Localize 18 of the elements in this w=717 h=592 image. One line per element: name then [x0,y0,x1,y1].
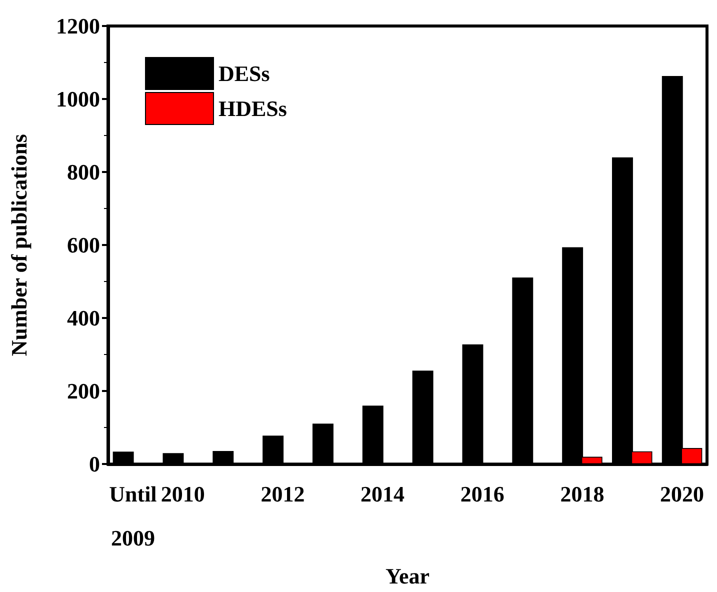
legend-label: DESs [218,61,270,86]
x-tick-label: 2012 [260,482,305,507]
x-tick-label: Until 2009 [109,482,157,551]
x-tick-label: 2016 [460,482,504,507]
y-tick-label: 400 [67,306,100,331]
y-tick-label: 1200 [56,14,100,38]
y-tick-label: 800 [67,160,100,185]
x-tick-label: 2018 [560,482,604,507]
x-tick-label: 2020 [660,482,704,507]
y-tick-label: 600 [67,232,100,258]
y-tick-label: 200 [67,378,100,404]
x-axis-title: Year [386,564,430,588]
y-axis-title: Number of publications [6,134,32,356]
x-tick-label: 2014 [360,482,405,507]
y-tick-label: 1000 [56,86,100,112]
x-tick-label: 2010 [160,482,205,507]
legend-label: HDESs [218,96,288,121]
y-tick-label: 0 [89,452,100,477]
